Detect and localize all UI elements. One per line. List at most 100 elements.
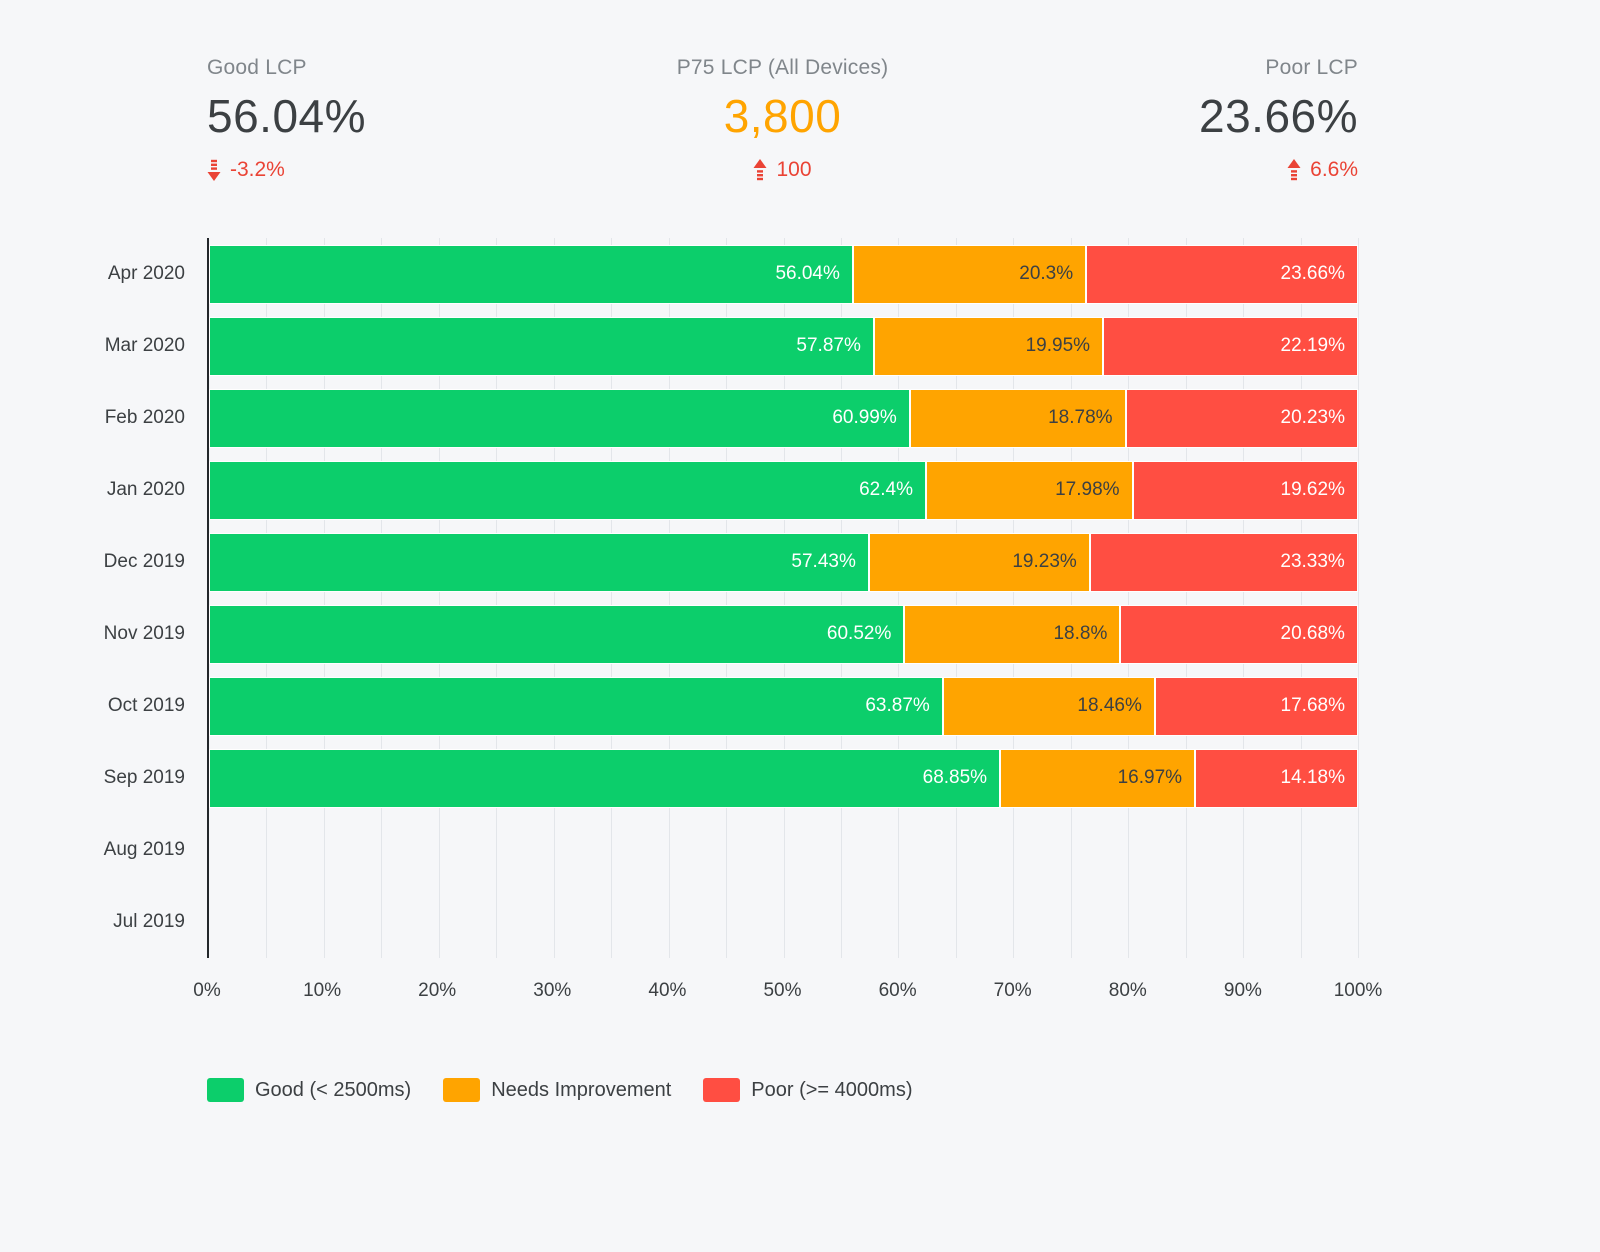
legend-item-needs-improvement[interactable]: Needs Improvement — [443, 1078, 671, 1102]
bar-segment-needs-improvement[interactable]: 16.97% — [1000, 748, 1196, 808]
legend-item-good[interactable]: Good (< 2500ms) — [207, 1078, 411, 1102]
kpi-delta-value: 100 — [776, 158, 812, 181]
bar-row: 57.43% 19.23% 23.33% — [209, 526, 1358, 598]
legend-item-label: Needs Improvement — [491, 1078, 672, 1101]
kpi-delta: -3.2% — [207, 158, 285, 182]
kpi-p75-lcp: P75 LCP (All Devices) 3,800 100 — [591, 56, 975, 182]
bar-segment-good[interactable]: 56.04% — [209, 244, 853, 304]
stacked-bar: 56.04% 20.3% 23.66% — [209, 244, 1358, 304]
gridline — [266, 238, 268, 958]
y-axis-label: Jul 2019 — [113, 911, 185, 932]
bar-row: 60.52% 18.8% 20.68% — [209, 598, 1358, 670]
bar-segment-poor[interactable]: 14.18% — [1195, 748, 1358, 808]
x-axis-tick-label: 10% — [303, 980, 342, 1001]
gridline — [1185, 238, 1187, 958]
gridline — [955, 238, 957, 958]
arrow-down-icon — [207, 159, 221, 181]
kpi-value: 23.66% — [1199, 90, 1359, 142]
bar-segment-needs-improvement[interactable]: 19.23% — [868, 532, 1090, 592]
x-axis-tick-label: 0% — [193, 980, 221, 1001]
kpi-label: Good LCP — [207, 56, 307, 79]
kpi-value: 3,800 — [723, 90, 842, 142]
bar-segment-good[interactable]: 60.52% — [209, 604, 905, 664]
bar-segment-poor[interactable]: 23.33% — [1089, 532, 1358, 592]
kpi-label: P75 LCP (All Devices) — [676, 56, 889, 79]
kpi-label: Poor LCP — [1265, 56, 1359, 79]
legend-item-label: Poor (>= 4000ms) — [751, 1078, 913, 1101]
gridline — [1300, 238, 1302, 958]
bar-segment-poor[interactable]: 23.66% — [1086, 244, 1358, 304]
bar-row — [209, 814, 1358, 886]
y-axis-label: Apr 2020 — [107, 263, 185, 284]
kpi-poor-lcp: Poor LCP 23.66% 6.6% — [974, 56, 1358, 182]
gridline — [381, 238, 383, 958]
bar-segment-needs-improvement[interactable]: 18.8% — [904, 604, 1121, 664]
x-axis-tick-label: 70% — [993, 980, 1032, 1001]
arrow-up-icon — [1287, 159, 1301, 181]
gridline — [668, 238, 670, 958]
x-axis-tick-label: 90% — [1223, 980, 1262, 1001]
y-axis-label: Nov 2019 — [103, 623, 185, 644]
bar-row: 57.87% 19.95% 22.19% — [209, 310, 1358, 382]
kpi-delta-value: -3.2% — [230, 158, 285, 181]
gridline — [898, 238, 900, 958]
legend: Good (< 2500ms) Needs Improvement Poor (>=… — [207, 1078, 1600, 1102]
bar-row: 56.04% 20.3% 23.66% — [209, 238, 1358, 310]
y-axis-labels: Apr 2020 Mar 2020 Feb 2020 Jan 2020 Dec 2019… — [0, 238, 207, 1010]
stacked-bar: 60.99% 18.78% 20.23% — [209, 388, 1358, 448]
bar-segment-poor[interactable]: 20.68% — [1120, 604, 1358, 664]
kpi-delta: 100 — [753, 158, 812, 182]
x-axis-tick-label: 50% — [763, 980, 802, 1001]
bar-segment-good[interactable]: 57.87% — [209, 316, 874, 376]
plot-area: 56.04% 20.3% 23.66% 57.87% 19.95% 22.19% 60.99… — [207, 238, 1359, 958]
bar-segment-needs-improvement[interactable]: 17.98% — [925, 460, 1133, 520]
stacked-bar: 60.52% 18.8% 20.68% — [209, 604, 1358, 664]
bar-segment-needs-improvement[interactable]: 18.78% — [909, 388, 1126, 448]
stacked-bar: 68.85% 16.97% 14.18% — [209, 748, 1358, 808]
gridline — [611, 238, 613, 958]
bar-row: 63.87% 18.46% 17.68% — [209, 670, 1358, 742]
bar-segment-needs-improvement[interactable]: 19.95% — [873, 316, 1104, 376]
gridline — [726, 238, 728, 958]
bar-segment-poor[interactable]: 22.19% — [1103, 316, 1358, 376]
stacked-bar: 62.4% 17.98% 19.62% — [209, 460, 1358, 520]
gridline — [1013, 238, 1015, 958]
legend-swatch — [703, 1078, 741, 1102]
bar-segment-good[interactable]: 57.43% — [209, 532, 869, 592]
y-axis-label: Aug 2019 — [103, 839, 185, 860]
bar-rows: 56.04% 20.3% 23.66% 57.87% 19.95% 22.19% 60.99… — [209, 238, 1358, 958]
lcp-stacked-bar-chart: Apr 2020 Mar 2020 Feb 2020 Jan 2020 Dec 2019… — [0, 238, 1600, 1010]
bar-segment-good[interactable]: 68.85% — [209, 748, 1001, 808]
legend-swatch — [443, 1078, 481, 1102]
bar-segment-good[interactable]: 63.87% — [209, 676, 943, 736]
y-axis-label: Sep 2019 — [103, 767, 185, 788]
arrow-up-icon — [753, 159, 767, 181]
x-axis-tick-label: 60% — [878, 980, 917, 1001]
x-axis-tick-label: 80% — [1108, 980, 1147, 1001]
bar-row: 62.4% 17.98% 19.62% — [209, 454, 1358, 526]
bar-segment-good[interactable]: 62.4% — [209, 460, 926, 520]
bar-row — [209, 886, 1358, 958]
bar-segment-poor[interactable]: 20.23% — [1125, 388, 1358, 448]
gridline — [438, 238, 440, 958]
x-axis-tick-label: 40% — [648, 980, 687, 1001]
lcp-dashboard: Good LCP 56.04% -3.2% P75 LCP (All Devic… — [0, 56, 1600, 1252]
kpi-delta: 6.6% — [1287, 158, 1358, 182]
bar-segment-needs-improvement[interactable]: 20.3% — [852, 244, 1087, 304]
gridline — [1070, 238, 1072, 958]
x-axis-tick-label: 30% — [533, 980, 572, 1001]
x-axis-labels: 0% 10% 20% 30% 40% 50% 60% 70% 80% 90% 100% — [193, 968, 1382, 1010]
y-axis-label: Mar 2020 — [104, 335, 185, 356]
bar-row: 60.99% 18.78% 20.23% — [209, 382, 1358, 454]
bar-segment-good[interactable]: 60.99% — [209, 388, 910, 448]
kpi-good-lcp: Good LCP 56.04% -3.2% — [207, 56, 591, 182]
bar-segment-needs-improvement[interactable]: 18.46% — [942, 676, 1155, 736]
gridline — [1243, 238, 1245, 958]
bar-segment-poor[interactable]: 17.68% — [1154, 676, 1358, 736]
bar-segment-poor[interactable]: 19.62% — [1132, 460, 1358, 520]
legend-swatch — [207, 1078, 244, 1102]
gridline — [496, 238, 498, 958]
kpi-value: 56.04% — [207, 90, 367, 142]
legend-item-poor[interactable]: Poor (>= 4000ms) — [703, 1078, 912, 1102]
gridline — [553, 238, 555, 958]
